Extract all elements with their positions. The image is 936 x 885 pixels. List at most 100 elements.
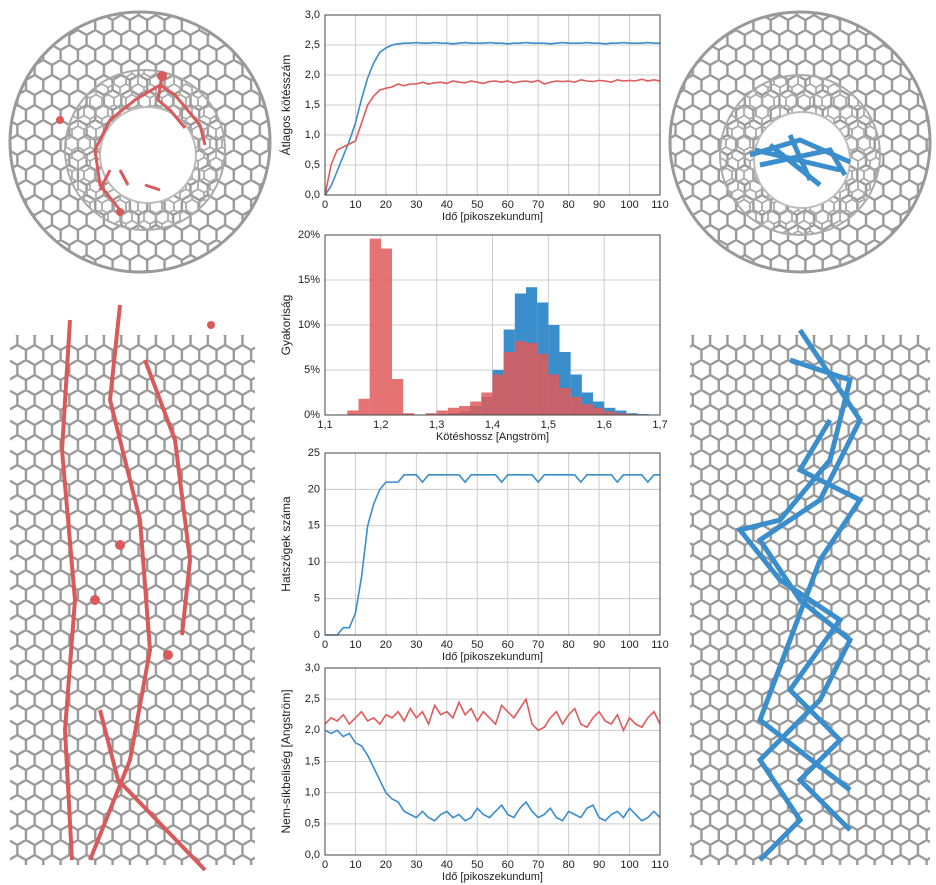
x-tick-label: 20 bbox=[380, 199, 392, 211]
nanotube-side-view bbox=[690, 330, 930, 865]
histogram-bar bbox=[526, 343, 537, 415]
x-tick-label: 90 bbox=[593, 859, 605, 871]
nanotube-end-view bbox=[670, 12, 930, 272]
x-tick-label: 40 bbox=[441, 199, 453, 211]
y-axis-label: Hatszögek száma bbox=[279, 496, 293, 592]
y-tick-label: 0,5 bbox=[305, 818, 320, 830]
histogram-bar bbox=[359, 399, 370, 415]
x-tick-label: 10 bbox=[349, 859, 361, 871]
x-axis-label: Idő [pikoszekundum] bbox=[442, 211, 543, 223]
histogram-bar bbox=[593, 408, 604, 415]
histogram-bar bbox=[370, 239, 381, 415]
plot-area bbox=[325, 453, 660, 635]
x-tick-label: 10 bbox=[349, 639, 361, 651]
histogram-bar bbox=[347, 411, 358, 416]
histogram-bar bbox=[571, 397, 582, 415]
x-tick-label: 10 bbox=[349, 199, 361, 211]
histogram-bar bbox=[493, 375, 504, 416]
x-tick-label: 40 bbox=[441, 639, 453, 651]
x-tick-label: 90 bbox=[593, 199, 605, 211]
y-tick-label: 3,0 bbox=[305, 662, 320, 674]
x-tick-label: 90 bbox=[593, 639, 605, 651]
x-tick-label: 20 bbox=[380, 859, 392, 871]
x-tick-label: 100 bbox=[620, 199, 638, 211]
histogram-bar bbox=[448, 408, 459, 415]
y-tick-label: 5 bbox=[314, 593, 320, 605]
y-tick-label: 20% bbox=[298, 229, 320, 241]
x-tick-label: 0 bbox=[322, 199, 328, 211]
histogram-bar bbox=[437, 411, 448, 416]
x-tick-label: 60 bbox=[502, 199, 514, 211]
y-tick-label: 1,0 bbox=[305, 129, 320, 141]
x-tick-label: 60 bbox=[502, 859, 514, 871]
x-tick-label: 1,3 bbox=[429, 419, 444, 431]
x-tick-label: 1,6 bbox=[597, 419, 612, 431]
x-tick-label: 1,1 bbox=[317, 419, 332, 431]
y-tick-label: 0,5 bbox=[305, 159, 320, 171]
x-tick-label: 70 bbox=[532, 859, 544, 871]
x-tick-label: 0 bbox=[322, 859, 328, 871]
y-tick-label: 25 bbox=[308, 447, 320, 459]
histogram-bar bbox=[604, 411, 615, 415]
x-tick-label: 50 bbox=[471, 639, 483, 651]
x-tick-label: 50 bbox=[471, 199, 483, 211]
y-tick-label: 5% bbox=[304, 364, 320, 376]
x-tick-label: 100 bbox=[620, 859, 638, 871]
x-tick-label: 110 bbox=[651, 199, 669, 211]
y-tick-label: 0 bbox=[314, 629, 320, 641]
y-tick-label: 2,5 bbox=[305, 39, 320, 51]
x-tick-label: 30 bbox=[410, 859, 422, 871]
x-tick-label: 1,4 bbox=[485, 419, 500, 431]
y-tick-label: 2,0 bbox=[305, 724, 320, 736]
y-tick-label: 2,0 bbox=[305, 69, 320, 81]
x-tick-label: 1,2 bbox=[373, 419, 388, 431]
histogram-bar bbox=[481, 393, 492, 416]
x-tick-label: 1,5 bbox=[541, 419, 556, 431]
histogram-bar bbox=[459, 406, 470, 415]
x-tick-label: 80 bbox=[563, 859, 575, 871]
histogram-bar bbox=[381, 249, 392, 416]
y-tick-label: 1,5 bbox=[305, 755, 320, 767]
x-axis-label: Idő [pikoszekundum] bbox=[442, 871, 543, 883]
y-tick-label: 15 bbox=[308, 520, 320, 532]
histogram-bar bbox=[548, 375, 559, 416]
y-tick-label: 1,5 bbox=[305, 99, 320, 111]
y-tick-label: 0,0 bbox=[305, 189, 320, 201]
histogram-bar bbox=[504, 352, 515, 415]
x-tick-label: 50 bbox=[471, 859, 483, 871]
x-axis-label: Kötéshossz [Angström] bbox=[436, 431, 549, 443]
y-tick-label: 10% bbox=[298, 319, 320, 331]
y-tick-label: 1,0 bbox=[305, 787, 320, 799]
x-tick-label: 30 bbox=[410, 639, 422, 651]
y-tick-label: 20 bbox=[308, 483, 320, 495]
x-tick-label: 100 bbox=[620, 639, 638, 651]
histogram-bar bbox=[392, 379, 403, 415]
x-tick-label: 110 bbox=[651, 639, 669, 651]
x-tick-label: 70 bbox=[532, 639, 544, 651]
y-tick-label: 10 bbox=[308, 556, 320, 568]
figure: 0,00,51,01,52,02,53,00102030405060708090… bbox=[0, 0, 936, 885]
y-tick-label: 3,0 bbox=[305, 9, 320, 21]
histogram-bar bbox=[582, 404, 593, 415]
x-tick-label: 60 bbox=[502, 639, 514, 651]
y-axis-label: Átlagos kötésszám bbox=[278, 55, 293, 156]
y-tick-label: 0,0 bbox=[305, 849, 320, 861]
x-tick-label: 80 bbox=[563, 639, 575, 651]
nanotube-end-view bbox=[10, 12, 270, 272]
y-tick-label: 15% bbox=[298, 274, 320, 286]
x-tick-label: 0 bbox=[322, 639, 328, 651]
x-tick-label: 1,7 bbox=[652, 419, 667, 431]
nanotube-side-view bbox=[10, 305, 255, 870]
histogram-bar bbox=[470, 402, 481, 416]
histogram-bar bbox=[537, 354, 548, 415]
y-tick-label: 2,5 bbox=[305, 693, 320, 705]
x-axis-label: Idő [pikoszekundum] bbox=[442, 651, 543, 663]
x-tick-label: 30 bbox=[410, 199, 422, 211]
y-axis-label: Gyakoriság bbox=[279, 295, 293, 356]
x-tick-label: 110 bbox=[651, 859, 669, 871]
x-tick-label: 40 bbox=[441, 859, 453, 871]
x-tick-label: 20 bbox=[380, 639, 392, 651]
y-axis-label: Nem-síkbeliség [Angström] bbox=[279, 689, 293, 833]
histogram-bar bbox=[560, 388, 571, 415]
x-tick-label: 80 bbox=[563, 199, 575, 211]
